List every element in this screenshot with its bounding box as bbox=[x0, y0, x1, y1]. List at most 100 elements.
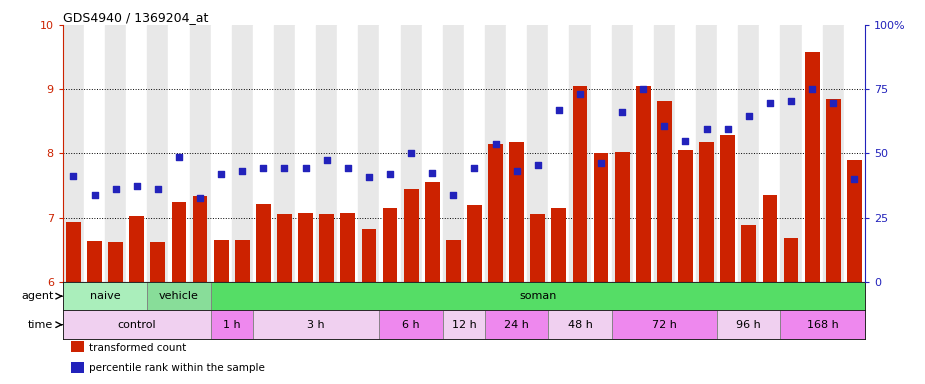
Bar bbox=[253, 25, 274, 282]
Bar bbox=[66, 222, 80, 282]
Bar bbox=[190, 25, 211, 282]
Bar bbox=[530, 214, 545, 282]
Text: GDS4940 / 1369204_at: GDS4940 / 1369204_at bbox=[63, 11, 208, 24]
Point bbox=[235, 168, 250, 174]
Point bbox=[298, 164, 313, 170]
Bar bbox=[570, 25, 590, 282]
Bar bbox=[63, 282, 147, 310]
Text: 3 h: 3 h bbox=[307, 320, 325, 330]
Bar bbox=[192, 197, 207, 282]
Bar bbox=[527, 25, 549, 282]
Text: 6 h: 6 h bbox=[402, 320, 420, 330]
Bar bbox=[781, 310, 865, 339]
Text: agent: agent bbox=[21, 291, 54, 301]
Text: 12 h: 12 h bbox=[451, 320, 476, 330]
Bar bbox=[338, 25, 358, 282]
Point bbox=[171, 154, 186, 160]
Bar bbox=[510, 142, 524, 282]
Point bbox=[87, 192, 102, 198]
Point bbox=[362, 174, 376, 180]
Point bbox=[403, 151, 418, 157]
Bar bbox=[443, 25, 463, 282]
Point bbox=[615, 109, 630, 115]
Point bbox=[488, 141, 503, 147]
Bar bbox=[235, 240, 250, 282]
Bar bbox=[253, 310, 379, 339]
Bar bbox=[467, 205, 482, 282]
Bar bbox=[635, 86, 650, 282]
Bar bbox=[717, 25, 738, 282]
Point bbox=[108, 186, 123, 192]
Text: 168 h: 168 h bbox=[807, 320, 839, 330]
Point bbox=[721, 126, 735, 132]
Bar bbox=[738, 25, 759, 282]
Bar bbox=[211, 25, 232, 282]
Bar bbox=[84, 25, 105, 282]
Bar bbox=[403, 189, 418, 282]
Bar bbox=[232, 25, 253, 282]
Bar bbox=[549, 25, 570, 282]
Text: 24 h: 24 h bbox=[504, 320, 529, 330]
Point bbox=[340, 164, 355, 170]
Bar bbox=[379, 310, 443, 339]
Bar bbox=[319, 214, 334, 282]
Point bbox=[783, 98, 798, 104]
Bar bbox=[551, 208, 566, 282]
Bar bbox=[696, 25, 717, 282]
Point bbox=[66, 173, 80, 179]
Bar bbox=[425, 182, 439, 282]
Bar bbox=[63, 25, 84, 282]
Bar bbox=[506, 25, 527, 282]
Bar bbox=[675, 25, 696, 282]
Text: 1 h: 1 h bbox=[223, 320, 240, 330]
Bar bbox=[126, 25, 147, 282]
Point bbox=[742, 113, 757, 119]
Point bbox=[678, 137, 693, 144]
Bar bbox=[615, 152, 630, 282]
Point bbox=[530, 162, 545, 168]
Bar bbox=[105, 25, 126, 282]
Bar bbox=[147, 282, 211, 310]
Point bbox=[151, 186, 166, 192]
Bar bbox=[826, 99, 841, 282]
Point bbox=[319, 157, 334, 163]
Bar bbox=[549, 310, 611, 339]
Bar bbox=[611, 310, 717, 339]
Point bbox=[192, 195, 207, 202]
Point bbox=[573, 91, 587, 98]
Bar bbox=[611, 25, 633, 282]
Bar bbox=[316, 25, 338, 282]
Bar bbox=[87, 242, 102, 282]
Point bbox=[278, 164, 292, 170]
Bar bbox=[71, 362, 84, 373]
Bar bbox=[298, 212, 313, 282]
Point bbox=[635, 86, 650, 92]
Point bbox=[699, 126, 714, 132]
Text: vehicle: vehicle bbox=[159, 291, 199, 301]
Bar bbox=[759, 25, 781, 282]
Bar bbox=[463, 25, 485, 282]
Bar bbox=[573, 86, 587, 282]
Text: naive: naive bbox=[90, 291, 120, 301]
Point bbox=[762, 100, 777, 106]
Bar bbox=[594, 154, 609, 282]
Bar bbox=[151, 242, 166, 282]
Point bbox=[214, 171, 228, 177]
Point bbox=[467, 164, 482, 170]
Bar bbox=[278, 214, 292, 282]
Bar bbox=[379, 25, 401, 282]
Bar bbox=[488, 144, 503, 282]
Bar bbox=[362, 228, 376, 282]
Bar bbox=[721, 136, 735, 282]
Text: 72 h: 72 h bbox=[652, 320, 677, 330]
Bar bbox=[168, 25, 190, 282]
Bar bbox=[590, 25, 611, 282]
Point bbox=[847, 176, 862, 182]
Text: soman: soman bbox=[519, 291, 557, 301]
Point bbox=[130, 182, 144, 189]
Bar bbox=[742, 225, 756, 282]
Bar bbox=[211, 310, 253, 339]
Text: 96 h: 96 h bbox=[736, 320, 761, 330]
Bar bbox=[762, 195, 777, 282]
Bar bbox=[781, 25, 802, 282]
